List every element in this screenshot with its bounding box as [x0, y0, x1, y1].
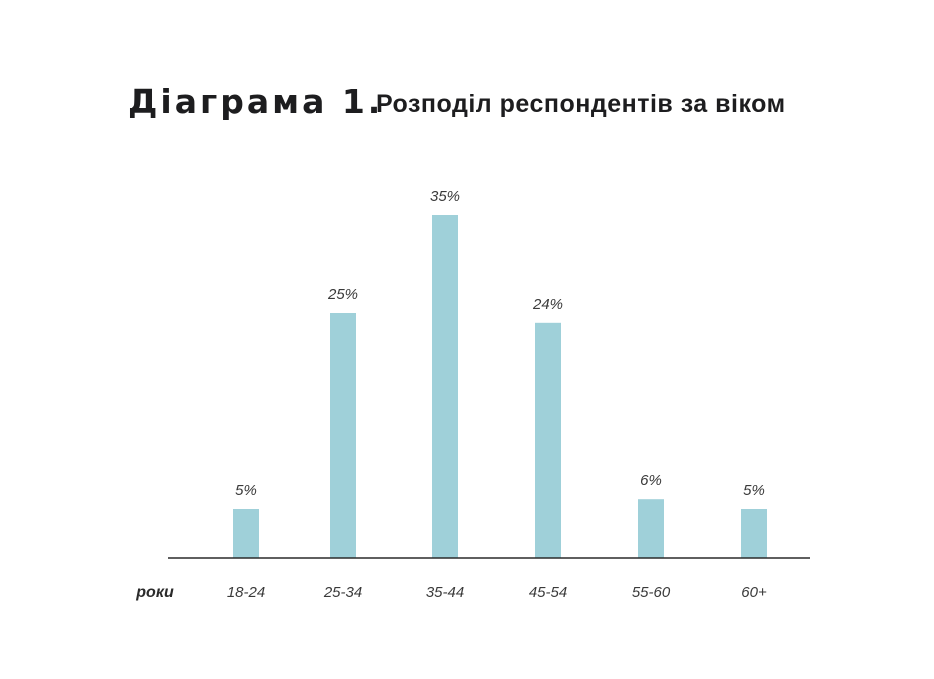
x-axis-title: роки	[135, 584, 174, 601]
value-labels-group: 5% 25% 35% 24% 6% 5%	[235, 188, 765, 499]
tick-labels-group: 18-24 25-34 35-44 45-54 55-60 60+	[227, 584, 767, 601]
x-tick-label: 18-24	[227, 584, 265, 601]
bar-45-54	[535, 322, 561, 558]
bars-group	[233, 215, 767, 558]
x-tick-label: 25-34	[323, 584, 362, 601]
value-label: 5%	[743, 482, 765, 499]
bar-18-24	[233, 509, 259, 558]
x-tick-label: 55-60	[632, 584, 671, 601]
value-label: 35%	[430, 188, 460, 205]
x-tick-label: 35-44	[426, 584, 464, 601]
value-label: 6%	[640, 472, 662, 489]
x-tick-label: 45-54	[529, 584, 567, 601]
bar-60+	[741, 509, 767, 558]
value-label: 25%	[327, 286, 358, 303]
chart-number-label: Діаграма 1.	[128, 82, 384, 121]
chart-header: Діаграма 1. Розподіл респондентів за вік…	[128, 82, 888, 132]
bar-35-44	[432, 215, 458, 558]
value-label: 5%	[235, 482, 257, 499]
bar-25-34	[330, 313, 356, 558]
chart-title: Розподіл респондентів за віком	[376, 90, 786, 118]
x-tick-label: 60+	[741, 584, 767, 601]
value-label: 24%	[532, 296, 563, 313]
bar-55-60	[638, 499, 664, 558]
